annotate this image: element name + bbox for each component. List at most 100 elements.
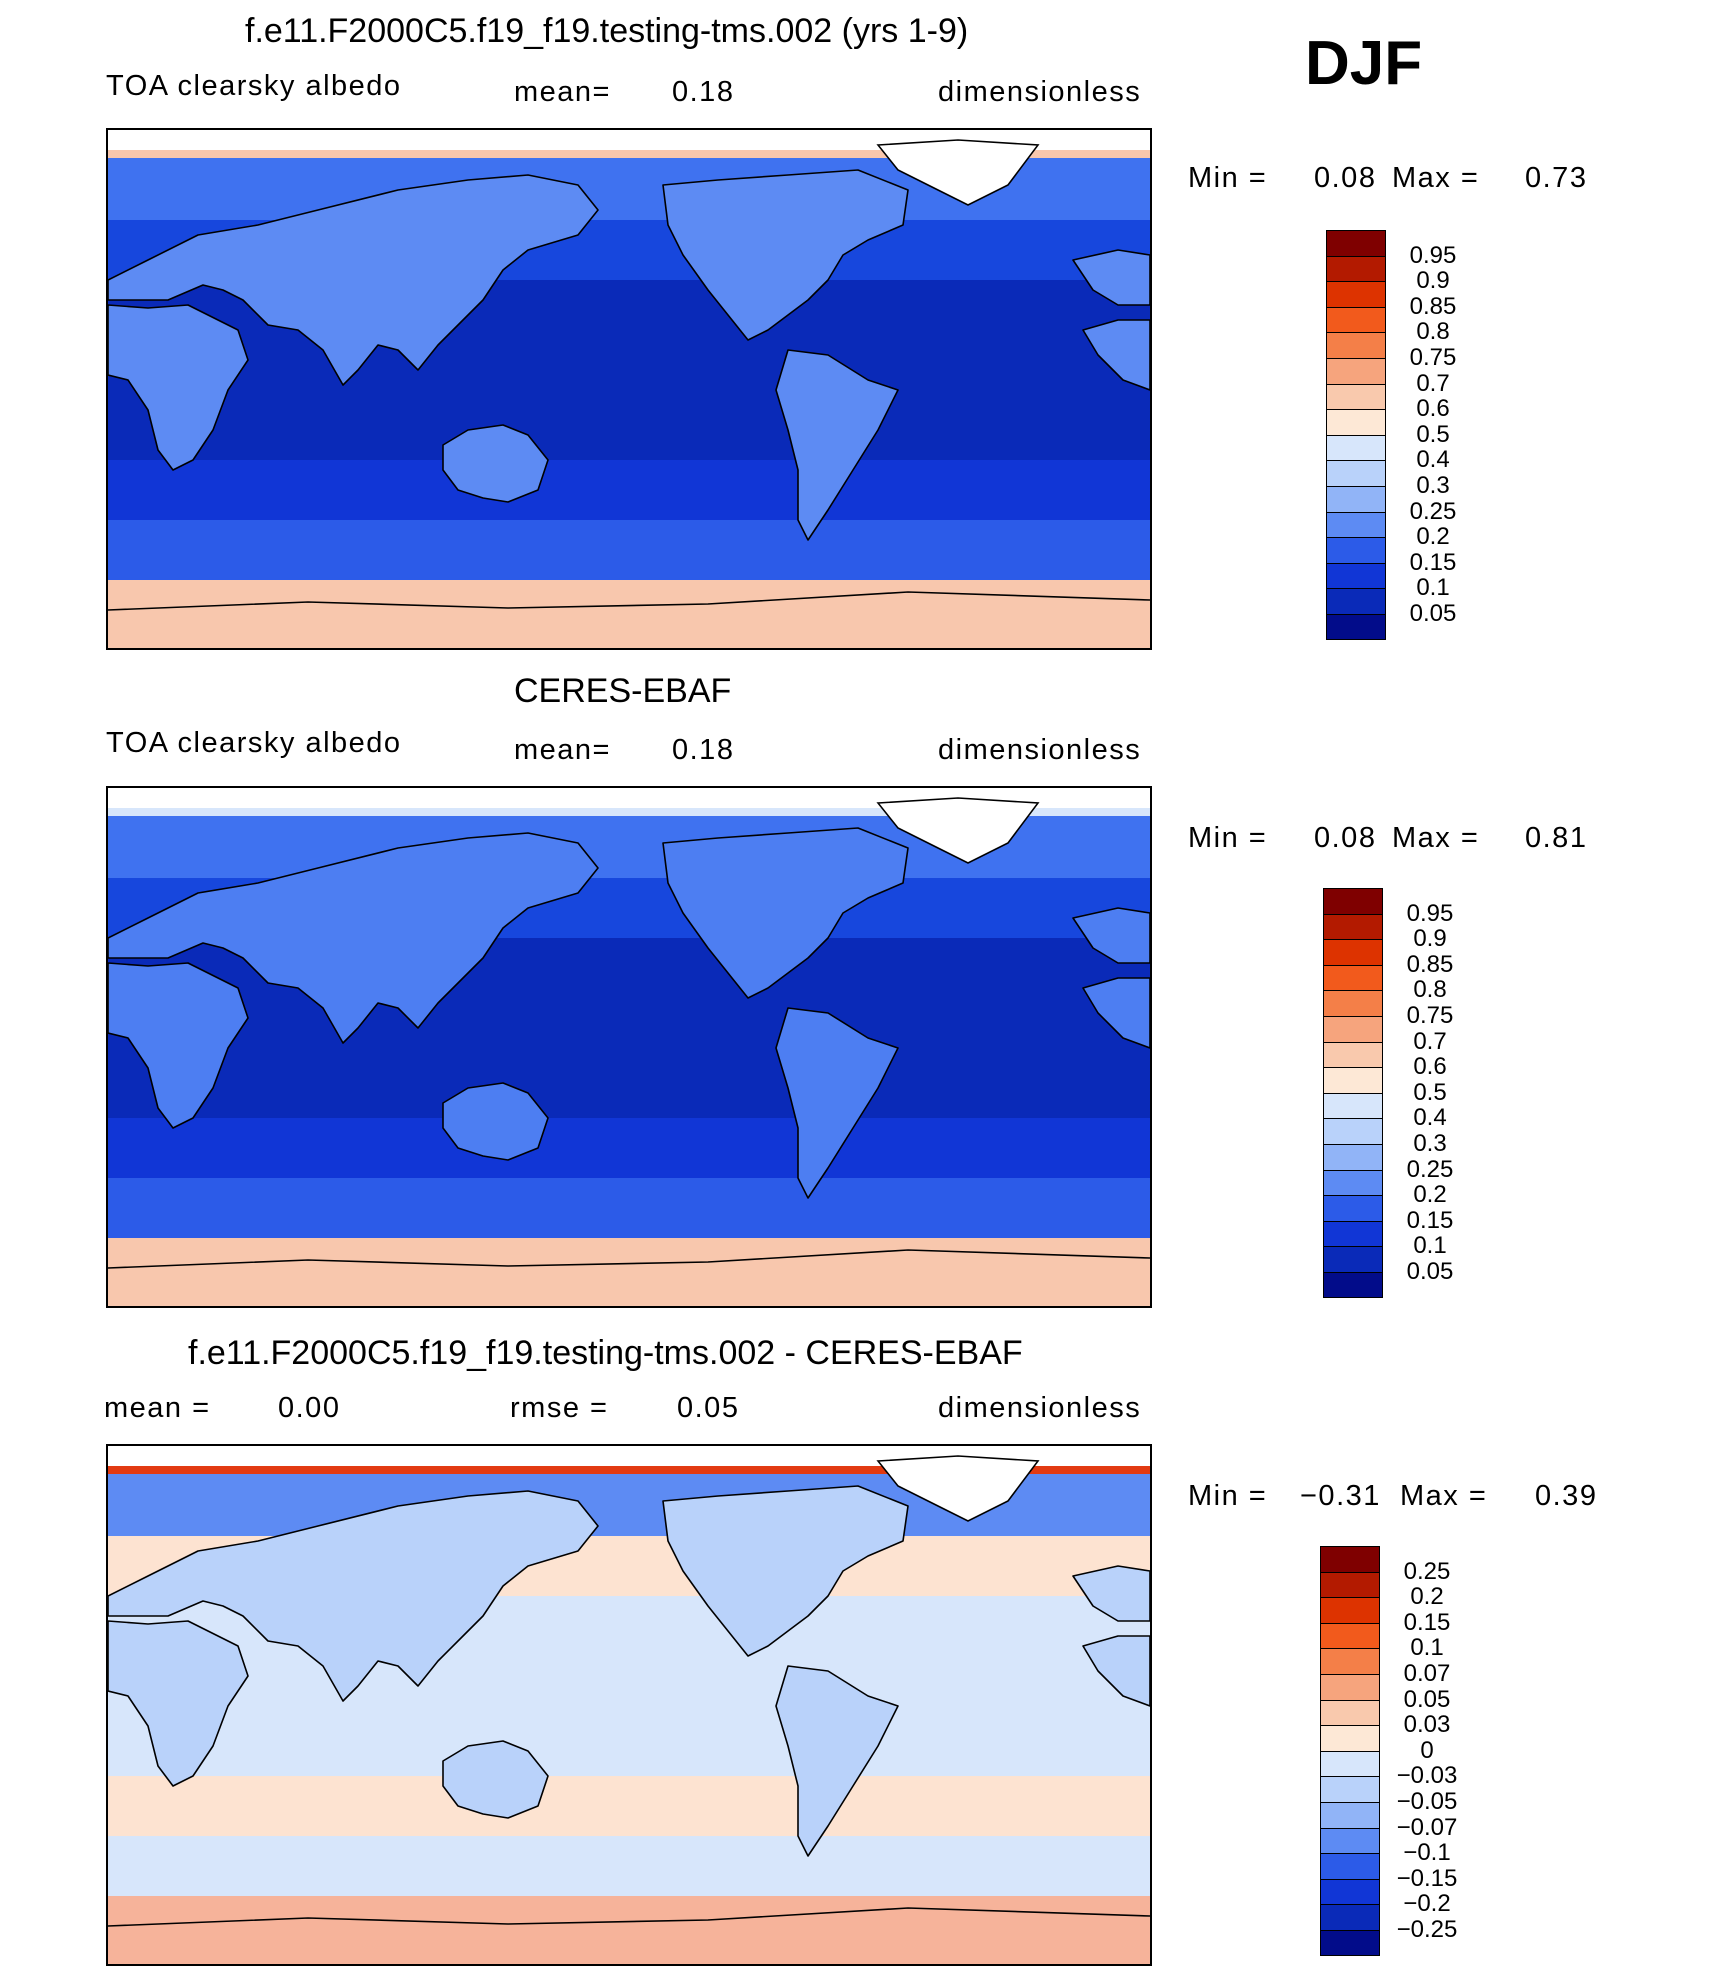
colorbar-swatch (1326, 358, 1386, 384)
europeRight-outline (1072, 1565, 1150, 1622)
panel1-map-svg (108, 130, 1150, 648)
colorbar-swatch (1323, 990, 1383, 1016)
eurasia-outline (108, 174, 599, 386)
colorbar-tick-label: 0.15 (1409, 548, 1457, 576)
namerica-outline (662, 1485, 909, 1657)
colorbar-tick-label: −0.2 (1403, 1890, 1451, 1918)
colorbar-swatch (1320, 1648, 1380, 1674)
colorbar-swatch (1326, 306, 1386, 333)
colorbar-swatch (1320, 1622, 1380, 1649)
colorbar-tick-label: 0.3 (1416, 472, 1450, 499)
colorbar-tick-label: 0.5 (1413, 1078, 1447, 1106)
colorbar-tick-label: 0.85 (1406, 950, 1454, 978)
namerica-outline (662, 827, 909, 999)
australia-outline (442, 424, 549, 503)
colorbar-tick-label: 0.2 (1416, 523, 1450, 551)
colorbar-swatch (1326, 486, 1386, 512)
colorbar-swatch (1323, 1092, 1383, 1119)
colorbar-tick-label: −0.03 (1396, 1762, 1458, 1790)
colorbar-swatch (1326, 562, 1386, 589)
colorbar-swatch (1326, 255, 1386, 282)
antarctica-coast (108, 1249, 1150, 1269)
south-mid-lat-band (108, 460, 1150, 520)
panel2-min-value: 0.08 (1314, 822, 1377, 854)
colorbar-swatch (1323, 1016, 1383, 1042)
colorbar-tick-label: 0.6 (1413, 1053, 1447, 1081)
colorbar-tick-label: 0.25 (1409, 497, 1457, 525)
colorbar-tick-label: −0.25 (1396, 1916, 1458, 1943)
panel1-max-label: Max = (1392, 162, 1480, 194)
europeRight-outline (1072, 907, 1150, 964)
colorbar-tick-label: 0.25 (1403, 1557, 1451, 1585)
africa-outline (108, 304, 249, 471)
panel3-max-label: Max = (1400, 1480, 1488, 1512)
colorbar-tick-label: 0.3 (1413, 1130, 1447, 1157)
colorbar-tick-label: 0 (1420, 1736, 1434, 1764)
samerica-outline (775, 1665, 899, 1857)
panel3-min-label: Min = (1188, 1480, 1268, 1512)
panel1-title: f.e11.F2000C5.f19_f19.testing-tms.002 (y… (245, 12, 969, 50)
africaRight-outline (1082, 977, 1150, 1049)
greenland-outline (876, 797, 1040, 864)
panel1-colorbar: 0.95 0.9 0.85 0.8 0.75 0.7 0.6 0.5 0.4 0.3 0.25 0.2… (1326, 230, 1456, 640)
colorbar-swatch (1323, 1169, 1383, 1196)
colorbar-swatch (1326, 332, 1386, 358)
colorbar-tick-label: 0.7 (1416, 369, 1450, 397)
colorbar-swatch (1320, 1827, 1380, 1854)
colorbar-tick-label: 0.9 (1416, 267, 1450, 295)
panel2-min-label: Min = (1188, 822, 1268, 854)
eurasia-outline (108, 1490, 599, 1702)
panel1-min-label: Min = (1188, 162, 1268, 194)
panel2-map-svg (108, 788, 1150, 1306)
panel3-mean-label: mean = (104, 1392, 211, 1424)
colorbar-swatch (1320, 1930, 1380, 1956)
colorbar-swatch (1323, 964, 1383, 991)
colorbar-tick-label: 0.8 (1413, 976, 1447, 1004)
panel1-min-value: 0.08 (1314, 162, 1377, 194)
colorbar-tick-label: 0.4 (1416, 446, 1450, 474)
antarctic-band (108, 1896, 1150, 1964)
south-mid-lat-band (108, 1118, 1150, 1178)
colorbar-tick-label: 0.9 (1413, 925, 1447, 953)
panel2-title: CERES-EBAF (514, 672, 732, 710)
australia-outline (442, 1740, 549, 1819)
southern-ocean-band (108, 1178, 1150, 1238)
colorbar-swatch (1320, 1750, 1380, 1777)
colorbar-tick-label: 0.05 (1406, 1258, 1454, 1285)
panel2-map (106, 786, 1152, 1308)
africa-outline (108, 1620, 249, 1787)
southern-ocean-band (108, 520, 1150, 580)
colorbar-swatch (1323, 913, 1383, 940)
panel3-rmse-value: 0.05 (677, 1392, 740, 1424)
colorbar-swatch (1323, 1272, 1383, 1298)
colorbar-swatch (1320, 1853, 1380, 1879)
antarctica-coast (108, 1907, 1150, 1927)
colorbar-tick-label: 0.7 (1413, 1027, 1447, 1055)
antarctica-coast (108, 591, 1150, 611)
colorbar-tick-label: 0.1 (1413, 1232, 1447, 1260)
africaRight-outline (1082, 319, 1150, 391)
colorbar-tick-label: 0.8 (1416, 318, 1450, 346)
colorbar-tick-label: −0.07 (1396, 1813, 1458, 1841)
colorbar-tick-label: 0.95 (1409, 241, 1457, 269)
eurasia-outline (108, 832, 599, 1044)
colorbar-swatch (1320, 1725, 1380, 1751)
colorbar-swatch (1320, 1878, 1380, 1905)
antarctic-band (108, 580, 1150, 648)
colorbar-tick-label: 0.2 (1410, 1583, 1444, 1611)
colorbar-swatch (1326, 230, 1386, 256)
panel3-title: f.e11.F2000C5.f19_f19.testing-tms.002 - … (188, 1334, 1023, 1372)
colorbar-swatch (1320, 1674, 1380, 1700)
panel1-map (106, 128, 1152, 650)
colorbar-tick-label: 0.1 (1410, 1634, 1444, 1662)
colorbar-tick-label: 0.2 (1413, 1181, 1447, 1209)
panel3-colorbar: 0.25 0.2 0.15 0.1 0.07 0.05 0.03 0 −0.03 −0.05 −0.… (1320, 1546, 1457, 1956)
colorbar-tick-label: 0.03 (1403, 1711, 1451, 1739)
colorbar-swatch (1320, 1904, 1380, 1930)
colorbar-tick-label: 0.15 (1406, 1206, 1454, 1234)
colorbar-swatch (1320, 1546, 1380, 1572)
colorbar-swatch (1326, 383, 1386, 410)
greenland-outline (876, 1455, 1040, 1522)
panel2-mean-value: 0.18 (672, 734, 735, 766)
season-label: DJF (1305, 29, 1423, 98)
